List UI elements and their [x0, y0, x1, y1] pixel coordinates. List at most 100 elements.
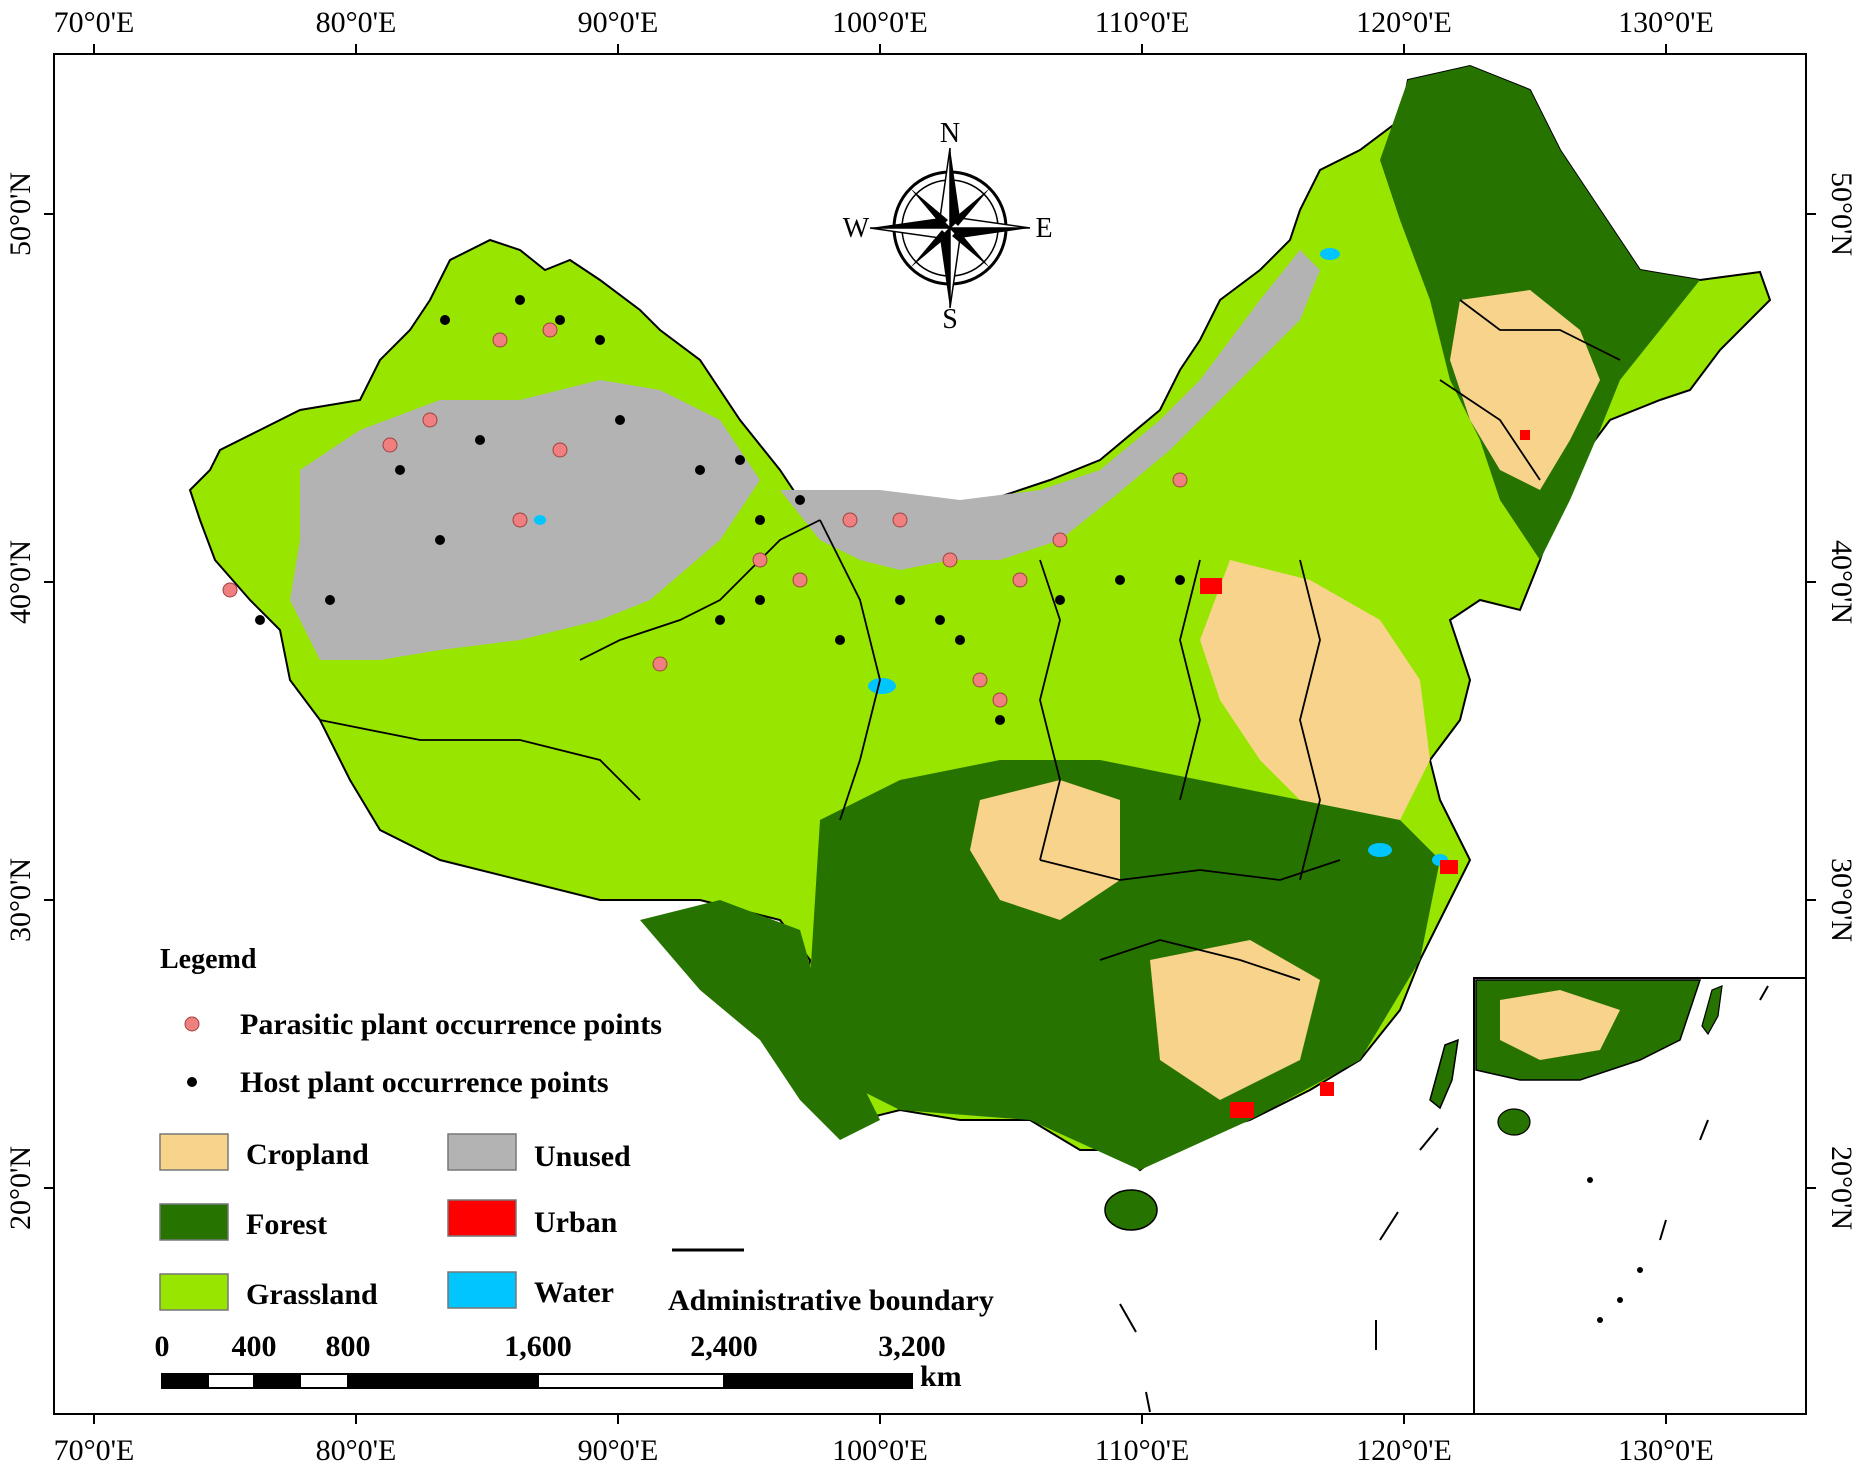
- longitude-tick-label: 110°0'E: [1095, 1434, 1190, 1467]
- host-point: [435, 535, 445, 545]
- inset-dash: [1659, 1219, 1667, 1241]
- parasitic-point: [842, 512, 858, 528]
- longitude-tick-label: 100°0'E: [832, 1434, 928, 1467]
- parasitic-plant-points: [222, 322, 1188, 708]
- scale-label: 2,400: [690, 1330, 758, 1363]
- host-point: [515, 295, 525, 305]
- boundary-dash: [1379, 1211, 1399, 1241]
- cropland-northeast: [1450, 290, 1600, 490]
- scale-segment: [253, 1373, 301, 1389]
- scale-label: 800: [326, 1330, 371, 1363]
- host-point: [255, 615, 265, 625]
- latitude-tick-label: 40°0'N: [1825, 540, 1858, 624]
- longitude-tick-marks: [93, 44, 1667, 1424]
- boundary-dash: [1419, 1127, 1439, 1151]
- boundary-dash: [1145, 1391, 1151, 1413]
- latitude-labels-right: 50°0'N 40°0'N 30°0'N 20°0'N: [1825, 172, 1858, 1230]
- legend-grassland-label: Grassland: [246, 1278, 378, 1311]
- urban-patch: [1200, 578, 1222, 594]
- legend-unused-swatch: [447, 1133, 517, 1171]
- host-point: [555, 315, 565, 325]
- legend-grassland-swatch: [159, 1273, 229, 1311]
- parasitic-point: [1172, 472, 1188, 488]
- scale-segment: [161, 1373, 209, 1389]
- compass-east-label: E: [1035, 213, 1052, 244]
- compass-west-label: W: [843, 213, 870, 244]
- scale-segment: [347, 1373, 539, 1389]
- province-boundary: [1299, 559, 1321, 881]
- longitude-tick-label: 120°0'E: [1356, 1434, 1452, 1467]
- province-boundary: [1099, 939, 1301, 981]
- water-body: [534, 515, 546, 525]
- latitude-tick-marks: [44, 213, 1816, 1189]
- province-boundary: [1039, 559, 1061, 861]
- scale-bar: 0 400 800 1,600 2,400 3,200 km: [155, 1330, 962, 1393]
- scale-segment: [299, 1373, 349, 1389]
- inset-island: [1617, 1297, 1623, 1303]
- south-china-sea-inset: [1473, 977, 1807, 1415]
- parasitic-point: [422, 412, 438, 428]
- host-point: [440, 315, 450, 325]
- latitude-tick-label: 20°0'N: [4, 1146, 37, 1230]
- legend-water-swatch: [447, 1271, 517, 1309]
- scale-label: 3,200: [878, 1330, 946, 1363]
- latitude-tick-label: 40°0'N: [4, 540, 37, 624]
- inset-dash: [1699, 1119, 1709, 1141]
- legend-boundary-label: Administrative boundary: [668, 1284, 994, 1317]
- compass-star-diagonal: [910, 230, 948, 268]
- cropland-south-china: [1150, 940, 1320, 1100]
- longitude-tick-label: 130°0'E: [1618, 1434, 1714, 1467]
- province-boundary: [819, 519, 881, 821]
- host-point: [935, 615, 945, 625]
- compass-star: [950, 228, 1030, 238]
- scale-label: 0: [155, 1330, 170, 1363]
- urban-patch: [1320, 1082, 1334, 1096]
- longitude-labels-top: 70°0'E 80°0'E 90°0'E 100°0'E 110°0'E 120…: [54, 6, 1714, 39]
- host-point: [1115, 575, 1125, 585]
- parasitic-point: [222, 582, 238, 598]
- urban-patch: [1520, 430, 1530, 440]
- parasitic-point: [792, 572, 808, 588]
- province-boundary: [319, 719, 641, 801]
- legend-cropland-label: Cropland: [246, 1138, 369, 1171]
- water-body: [1320, 248, 1340, 260]
- host-point: [895, 595, 905, 605]
- hainan-island: [1104, 1189, 1158, 1231]
- host-point: [595, 335, 605, 345]
- legend-parasitic-label: Parasitic plant occurrence points: [240, 1008, 662, 1041]
- urban-patch: [1440, 860, 1458, 874]
- latitude-tick-label: 50°0'N: [4, 172, 37, 256]
- water-body: [1368, 843, 1392, 857]
- inset-island: [1597, 1317, 1603, 1323]
- longitude-tick-label: 70°0'E: [54, 1434, 135, 1467]
- compass-star-diagonal: [952, 230, 990, 268]
- compass-star: [940, 228, 950, 308]
- latitude-labels-left: 50°0'N 40°0'N 30°0'N 20°0'N: [4, 172, 37, 1230]
- scale-segment: [723, 1373, 913, 1389]
- province-boundary: [579, 519, 821, 661]
- longitude-tick-label: 130°0'E: [1618, 6, 1714, 39]
- parasitic-point: [992, 692, 1008, 708]
- cropland-sichuan-basin: [970, 780, 1120, 920]
- longitude-tick-label: 100°0'E: [832, 6, 928, 39]
- host-point: [615, 415, 625, 425]
- latitude-tick-label: 20°0'N: [1825, 1146, 1858, 1230]
- province-boundary: [1439, 379, 1541, 481]
- legend-title: Legemd: [160, 944, 257, 975]
- legend-cropland-swatch: [159, 1133, 229, 1171]
- inset-taiwan: [1701, 985, 1723, 1036]
- legend-host-label: Host plant occurrence points: [240, 1066, 609, 1099]
- host-point: [995, 715, 1005, 725]
- south-china-sea-dashes: [1119, 1127, 1439, 1413]
- parasitic-point: [382, 437, 398, 453]
- taiwan-island: [1429, 1038, 1459, 1110]
- parasitic-point: [752, 552, 768, 568]
- latitude-tick-label: 30°0'N: [4, 858, 37, 942]
- parasitic-point: [1012, 572, 1028, 588]
- scale-segment: [537, 1373, 725, 1389]
- urban-patch: [1230, 1102, 1254, 1118]
- host-point: [735, 455, 745, 465]
- compass-north-label: N: [940, 118, 960, 149]
- legend: Legemd Parasitic plant occurrence points…: [159, 944, 994, 1317]
- inset-island: [1637, 1267, 1643, 1273]
